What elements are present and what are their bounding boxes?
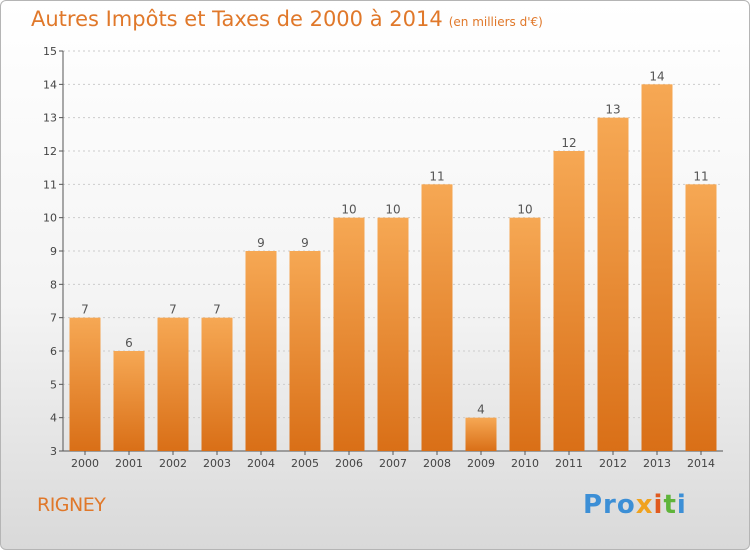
x-tick-label: 2004 [247, 457, 275, 470]
y-tick-label: 4 [50, 412, 57, 425]
data-label-2013: 14 [649, 69, 664, 83]
x-tick-label: 2013 [643, 457, 671, 470]
data-label-2000: 7 [81, 303, 89, 317]
data-label-2010: 10 [517, 203, 532, 217]
title-unit: (en milliers d'€) [448, 15, 543, 29]
bar-2002 [157, 317, 189, 451]
x-tick-label: 2007 [379, 457, 407, 470]
chart-title: Autres Impôts et Taxes de 2000 à 2014 (en… [31, 7, 543, 31]
bar-2013 [641, 84, 673, 451]
bar-2014 [685, 184, 717, 452]
y-tick-label: 6 [50, 345, 57, 358]
bar-2010 [509, 217, 541, 451]
bar-2000 [69, 317, 101, 451]
data-label-2001: 6 [125, 336, 133, 350]
bar-2004 [245, 251, 277, 451]
data-label-2008: 11 [429, 169, 444, 183]
y-tick-label: 3 [50, 445, 57, 458]
data-label-2005: 9 [301, 236, 309, 250]
x-tick-label: 2000 [71, 457, 99, 470]
x-tick-label: 2010 [511, 457, 539, 470]
title-text: Autres Impôts et Taxes de 2000 à 2014 [31, 7, 443, 31]
x-tick-label: 2008 [423, 457, 451, 470]
y-tick-label: 11 [43, 178, 57, 191]
bar-2009 [465, 417, 497, 451]
y-tick-label: 14 [43, 78, 57, 91]
bar-2008 [421, 184, 453, 452]
data-label-2011: 12 [561, 136, 576, 150]
y-tick-label: 15 [43, 45, 57, 58]
y-tick-label: 10 [43, 212, 57, 225]
data-label-2007: 10 [385, 203, 400, 217]
bar-2011 [553, 151, 585, 451]
proxiti-logo: Proxiti [583, 490, 687, 520]
bar-2012 [597, 117, 629, 452]
x-tick-label: 2014 [687, 457, 715, 470]
x-tick-label: 2006 [335, 457, 363, 470]
data-label-2004: 9 [257, 236, 265, 250]
y-tick-label: 9 [50, 245, 57, 258]
data-label-2002: 7 [169, 303, 177, 317]
commune-name: RIGNEY [37, 494, 106, 516]
x-tick-label: 2001 [115, 457, 143, 470]
x-tick-label: 2005 [291, 457, 319, 470]
y-tick-label: 12 [43, 145, 57, 158]
data-label-2006: 10 [341, 203, 356, 217]
data-label-2014: 11 [693, 169, 708, 183]
y-tick-label: 7 [50, 312, 57, 325]
data-label-2003: 7 [213, 303, 221, 317]
y-tick-label: 8 [50, 278, 57, 291]
y-tick-label: 5 [50, 378, 57, 391]
bar-2005 [289, 251, 321, 451]
bar-2007 [377, 217, 409, 451]
x-tick-label: 2002 [159, 457, 187, 470]
y-tick-label: 13 [43, 112, 57, 125]
x-tick-label: 2003 [203, 457, 231, 470]
bar-2006 [333, 217, 365, 451]
x-tick-label: 2009 [467, 457, 495, 470]
data-label-2012: 13 [605, 103, 620, 117]
data-label-2009: 4 [477, 403, 485, 417]
bar-2001 [113, 351, 145, 451]
bar-2003 [201, 317, 233, 451]
x-tick-label: 2012 [599, 457, 627, 470]
x-tick-label: 2011 [555, 457, 583, 470]
